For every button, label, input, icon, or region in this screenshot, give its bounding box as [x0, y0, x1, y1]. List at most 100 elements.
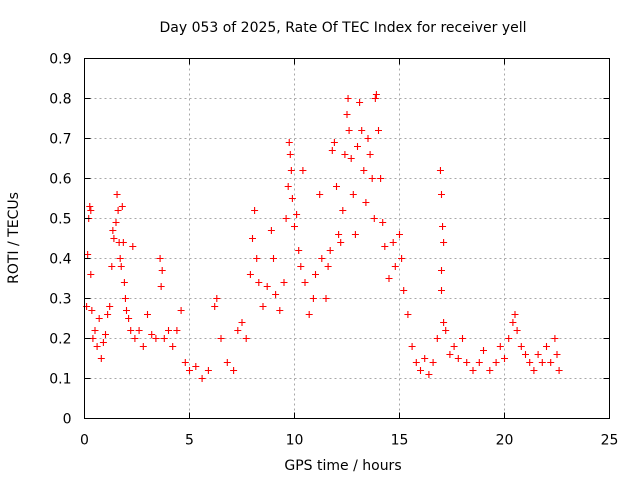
data-point — [370, 215, 378, 222]
data-point — [496, 343, 504, 350]
data-point — [106, 303, 114, 310]
data-point — [538, 359, 546, 366]
data-point — [335, 231, 343, 238]
data-point — [385, 275, 393, 282]
data-point — [404, 311, 412, 318]
data-point — [517, 343, 525, 350]
data-point — [463, 359, 471, 366]
data-point — [165, 327, 172, 334]
data-point — [87, 271, 95, 278]
data-point — [358, 127, 366, 134]
data-point — [139, 343, 147, 350]
data-point — [454, 355, 462, 362]
data-point — [173, 327, 181, 334]
data-point — [276, 307, 284, 314]
data-point — [366, 151, 374, 158]
data-point — [249, 235, 256, 242]
data-point — [211, 303, 219, 310]
data-point — [84, 251, 92, 258]
data-point — [129, 243, 137, 250]
data-point — [440, 239, 448, 246]
data-point — [192, 363, 200, 370]
data-point — [501, 355, 508, 362]
data-point — [198, 375, 206, 382]
plot-frame — [84, 58, 610, 419]
data-point — [446, 351, 454, 358]
data-point — [86, 203, 94, 210]
x-tick-label: 15 — [391, 433, 409, 449]
y-tick-label: 0.5 — [49, 212, 71, 228]
data-point — [88, 307, 96, 314]
data-point — [144, 311, 151, 318]
data-point — [555, 367, 563, 374]
data-point — [123, 307, 130, 314]
data-point — [284, 183, 292, 190]
y-tick-label: 0.7 — [49, 132, 71, 148]
data-point — [287, 167, 295, 174]
data-point — [480, 347, 487, 354]
data-point — [486, 367, 494, 374]
data-point — [93, 343, 101, 350]
data-point — [213, 295, 221, 302]
data-point — [87, 207, 95, 214]
data-point — [368, 175, 376, 182]
data-point — [181, 359, 189, 366]
data-points — [83, 91, 563, 382]
data-point — [475, 359, 483, 366]
y-tick-label: 0.6 — [49, 172, 71, 188]
data-point — [127, 327, 135, 334]
data-point — [156, 255, 164, 262]
y-tick-label: 0.1 — [49, 372, 71, 388]
data-point — [131, 335, 139, 342]
data-point — [375, 127, 382, 134]
data-point — [398, 255, 406, 262]
x-tick-label: 25 — [601, 433, 619, 449]
data-point — [381, 243, 389, 250]
data-point — [91, 327, 99, 334]
y-tick-label: 0.9 — [49, 52, 71, 68]
data-point — [267, 227, 275, 234]
x-tick-label: 5 — [185, 433, 194, 449]
data-point — [364, 135, 372, 142]
data-point — [280, 279, 288, 286]
x-tick-label: 20 — [496, 433, 514, 449]
data-point — [119, 239, 127, 246]
data-point — [345, 127, 353, 134]
data-point — [326, 247, 334, 254]
data-point — [351, 231, 359, 238]
data-point — [322, 295, 330, 302]
data-point — [104, 311, 112, 318]
data-point — [439, 223, 447, 230]
data-point — [297, 263, 305, 270]
data-point — [337, 239, 345, 246]
data-point — [272, 291, 280, 298]
data-point — [505, 335, 513, 342]
y-tick-label: 0.2 — [49, 332, 71, 348]
data-point — [328, 147, 336, 154]
data-point — [312, 271, 319, 278]
data-point — [117, 263, 125, 270]
data-point — [377, 175, 385, 182]
data-point — [152, 335, 160, 342]
data-point — [400, 287, 408, 294]
data-point — [217, 335, 225, 342]
data-point — [177, 307, 185, 314]
data-point — [389, 239, 397, 246]
data-point — [259, 303, 267, 310]
data-point — [270, 255, 277, 262]
data-point — [186, 367, 193, 374]
y-tick-label: 0.8 — [49, 92, 71, 108]
data-point — [522, 351, 529, 358]
data-point — [511, 311, 519, 318]
data-point — [469, 367, 477, 374]
data-point — [118, 203, 126, 210]
y-tick-label: 0.4 — [49, 252, 71, 268]
data-point — [97, 355, 105, 362]
data-point — [438, 267, 445, 274]
data-point — [113, 191, 121, 198]
data-point — [230, 367, 238, 374]
data-point — [324, 263, 332, 270]
data-point — [282, 215, 290, 222]
data-point — [158, 267, 166, 274]
data-point — [421, 355, 429, 362]
